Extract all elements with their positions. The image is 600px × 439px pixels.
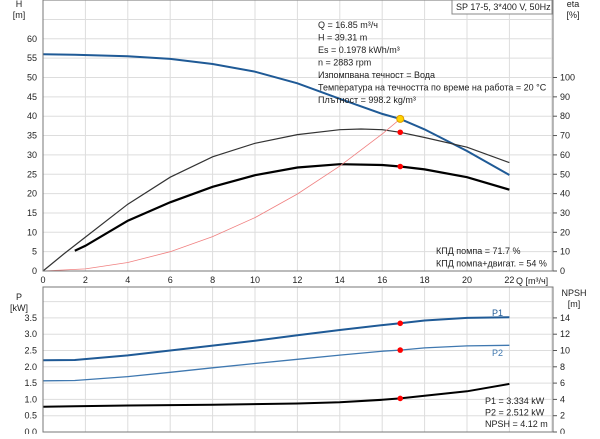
x-tick-label: 4	[125, 275, 130, 285]
info-line: n = 2883 rpm	[318, 58, 371, 68]
efficiency-line: КПД помпа+двигат. = 54 %	[436, 259, 547, 269]
h-axis-unit: [m]	[13, 10, 26, 20]
info-line: Температура на течността по време на раб…	[318, 83, 547, 93]
power-readout-line: P1 = 3.334 kW	[485, 396, 545, 406]
y-tick-label: 20	[27, 189, 37, 199]
curve-eta-total	[74, 163, 510, 252]
bottom-plot-frame	[42, 286, 554, 433]
x-tick-label: 18	[420, 275, 430, 285]
y-tick-label: 5	[32, 247, 37, 257]
efficiency-line: КПД помпа = 71.7 %	[436, 246, 521, 256]
p-tick-label: 0.0	[24, 427, 37, 434]
y-tick-label: 45	[27, 92, 37, 102]
q-axis-label: Q [m³/ч]	[516, 276, 548, 286]
y-right-tick-label: 50	[560, 169, 570, 179]
y-right-tick-label: 40	[560, 189, 570, 199]
x-tick-label: 0	[40, 275, 45, 285]
p-axis-unit: [kW]	[10, 303, 28, 313]
y-right-tick-label: 10	[560, 247, 570, 257]
duty-point-p2	[397, 347, 404, 353]
info-line: H = 39.31 m	[318, 33, 367, 43]
p-tick-label: 0.5	[24, 411, 37, 421]
npsh-tick-label: 6	[560, 378, 565, 388]
p-axis-label: P	[16, 292, 22, 302]
pump-title-box	[451, 0, 553, 15]
y-right-tick-label: 90	[560, 92, 570, 102]
npsh-axis-unit: [m]	[568, 299, 581, 309]
y-right-tick-label: 70	[560, 131, 570, 141]
eta-axis-label: eta	[567, 0, 580, 9]
y-tick-label: 35	[27, 131, 37, 141]
x-tick-label: 2	[83, 275, 88, 285]
y-right-tick-label: 0	[560, 266, 565, 276]
p-tick-label: 3.0	[24, 329, 37, 339]
info-line: Q = 16.85 m³/ч	[318, 20, 378, 30]
p-tick-label: 2.5	[24, 346, 37, 356]
duty-point-h	[396, 114, 405, 123]
legend-p1: P1	[492, 308, 503, 318]
npsh-tick-label: 10	[560, 346, 570, 356]
p-tick-label: 3.5	[24, 313, 37, 323]
duty-point-eta-total	[397, 163, 404, 170]
y-tick-label: 30	[27, 150, 37, 160]
y-tick-label: 15	[27, 208, 37, 218]
p-tick-label: 1.5	[24, 378, 37, 388]
power-readout-line: NPSH = 4.12 m	[485, 419, 548, 429]
x-tick-label: 8	[210, 275, 215, 285]
y-right-tick-label: 20	[560, 227, 570, 237]
duty-point-eta-pump	[397, 129, 404, 136]
npsh-tick-label: 4	[560, 394, 565, 404]
curve-p1	[42, 316, 510, 362]
info-line: Изпомпвана течност = Вода	[318, 70, 435, 80]
curve-eta-pump	[42, 128, 510, 272]
p-tick-label: 1.0	[24, 394, 37, 404]
duty-point-npsh	[397, 395, 404, 402]
x-tick-label: 6	[168, 275, 173, 285]
y-tick-label: 50	[27, 73, 37, 83]
y-tick-label: 10	[27, 227, 37, 237]
legend-p2: P2	[492, 348, 503, 358]
info-line: Es = 0.1978 kWh/m³	[318, 45, 400, 55]
curve-system	[42, 115, 404, 272]
curve-npsh	[42, 382, 510, 408]
npsh-tick-label: 8	[560, 362, 565, 372]
y-right-tick-label: 100	[560, 73, 575, 83]
y-tick-label: 55	[27, 53, 37, 63]
info-line: Плътност = 998.2 kg/m³	[318, 95, 416, 105]
x-tick-label: 10	[250, 275, 260, 285]
npsh-tick-label: 0	[560, 427, 565, 434]
p-tick-label: 2.0	[24, 362, 37, 372]
npsh-tick-label: 2	[560, 411, 565, 421]
x-tick-label: 12	[292, 275, 302, 285]
x-tick-label: 14	[335, 275, 345, 285]
x-tick-label: 20	[462, 275, 472, 285]
y-tick-label: 0	[32, 266, 37, 276]
npsh-axis-label: NPSH	[561, 288, 586, 298]
eta-axis-unit: [%]	[566, 10, 579, 20]
h-axis-label: H	[16, 0, 23, 9]
duty-point-p1	[397, 320, 404, 327]
y-tick-label: 25	[27, 169, 37, 179]
y-right-tick-label: 80	[560, 111, 570, 121]
curve-H	[42, 53, 510, 176]
x-tick-label: 16	[377, 275, 387, 285]
npsh-tick-label: 12	[560, 329, 570, 339]
x-tick-label: 22	[504, 275, 514, 285]
npsh-tick-label: 14	[560, 313, 570, 323]
y-right-tick-label: 60	[560, 150, 570, 160]
y-tick-label: 60	[27, 34, 37, 44]
power-readout-line: P2 = 2.512 kW	[485, 408, 545, 418]
y-right-tick-label: 30	[560, 208, 570, 218]
y-tick-label: 40	[27, 111, 37, 121]
pump-title: SP 17-5, 3*400 V, 50Hz	[456, 2, 551, 12]
curve-p2	[42, 344, 510, 382]
